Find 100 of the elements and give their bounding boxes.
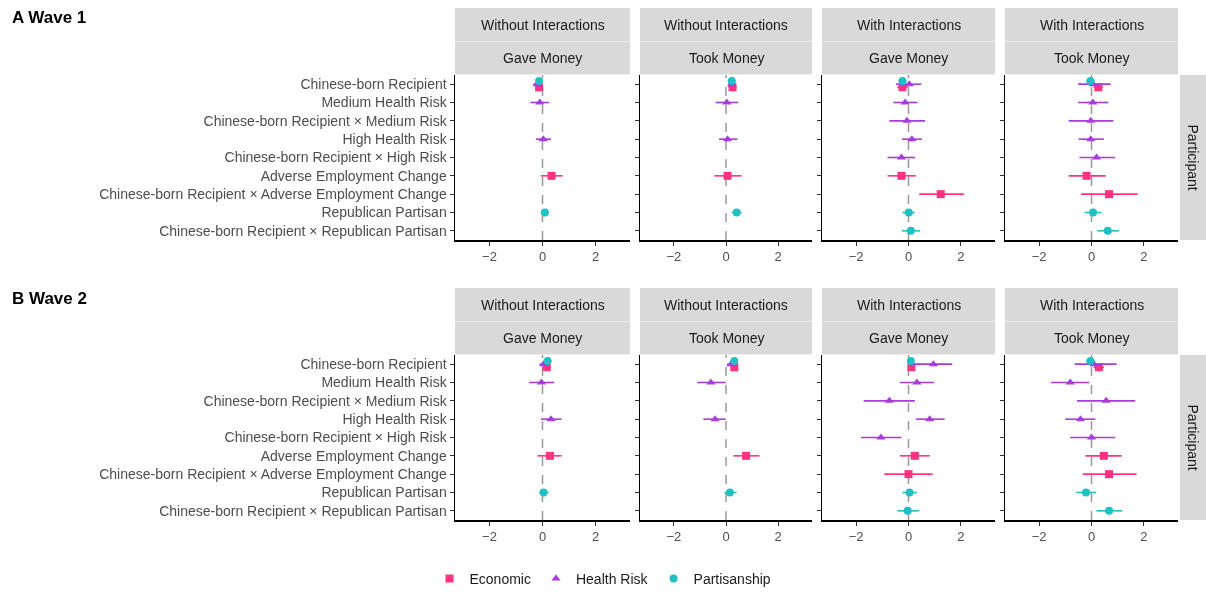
y-tick-label: Republican Partisan [321,204,447,221]
chart-subtitle: Gave Money [503,330,583,346]
x-tick-label: −2 [482,529,497,545]
point [722,98,732,105]
x-tick-label: −2 [848,529,864,545]
point [884,396,894,403]
x-tick-label: 2 [774,529,782,545]
point [730,357,739,366]
point [1086,116,1096,123]
point [1101,396,1111,403]
x-tick-label: −2 [482,249,497,265]
text: A Wave 1 [12,8,87,27]
point [723,171,732,180]
y-tick-label: Chinese-born Recipient × High Risk [224,149,448,166]
point [545,451,554,460]
point [1088,98,1098,105]
chart-title: With Interactions [857,297,962,313]
legend-label: Health Risk [575,571,649,588]
chart-subtitle: Took Money [1054,50,1130,66]
point [538,135,548,142]
y-tick-label: Adverse Employment Change [260,447,447,464]
point [876,433,886,440]
x-tick-label: 2 [1140,529,1148,545]
chart-subtitle: Took Money [689,330,765,346]
point [902,116,912,123]
y-tick-label: Chinese-born Recipient [300,76,447,93]
y-tick-label: Chinese-born Recipient × Adverse Employment Change [99,186,447,203]
point [904,470,913,479]
y-tick-label: Republican Partisan [321,484,447,501]
point [900,98,910,105]
x-tick-label: 2 [1140,249,1148,265]
chart-subtitle: Took Money [1054,330,1130,346]
point [706,378,716,385]
y-tick-label: Chinese-born Recipient × Republican Partisan [159,222,447,239]
y-tick-label: Chinese-born Recipient × Medium Risk [203,392,448,409]
text: B Wave 2 [12,289,87,308]
y2-axis-title: Participant [1184,124,1201,191]
chart-title: With Interactions [857,17,962,33]
y-tick-label: Medium Health Risk [321,94,448,111]
point [1086,135,1096,142]
chart-title: Without Interactions [664,297,788,313]
x-tick-label: −2 [666,529,682,545]
x-tick-label: 2 [957,249,965,265]
y-tick-label: Chinese-born Recipient × High Risk [224,429,448,446]
point [1086,357,1095,366]
point [910,451,919,460]
point [912,378,922,385]
point [543,357,552,366]
chart-subtitle: Took Money [689,50,765,66]
point [710,415,720,422]
point [906,226,915,235]
point [898,77,907,86]
x-tick-label: −2 [848,249,864,265]
point [1105,470,1114,479]
chart-subtitle: Gave Money [869,330,949,346]
x-tick-label: 2 [957,529,965,545]
y-tick-label: Adverse Employment Change [260,167,447,184]
legend-label: Partisanship [693,571,771,588]
chart-title: Without Interactions [481,17,605,33]
y2-axis-title: Participant [1184,404,1201,471]
x-tick-label: 0 [538,249,547,265]
x-tick-label: −2 [1031,529,1047,545]
point [1065,378,1075,385]
y-tick-label: High Health Risk [342,131,448,148]
x-tick-label: 2 [591,249,600,265]
x-tick-label: 0 [904,249,913,265]
point [547,171,556,180]
point [903,506,912,515]
point [546,415,556,422]
y-tick-label: Medium Health Risk [321,374,448,391]
point [535,98,545,105]
chart-subtitle: Gave Money [869,50,949,66]
y-tick-label: Chinese-born Recipient × Medium Risk [203,112,448,129]
chart-title: Without Interactions [481,297,605,313]
chart-title: With Interactions [1040,297,1145,313]
legend-label: Economic [469,571,531,588]
point [1082,171,1091,180]
point [1105,190,1114,199]
x-tick-label: 0 [904,529,913,545]
chart-title: With Interactions [1040,17,1145,33]
x-tick-label: 0 [538,529,547,545]
y-tick-label: Chinese-born Recipient × Adverse Employment Change [99,466,447,483]
y-tick-label: High Health Risk [342,411,448,428]
point [1105,506,1114,515]
point [905,488,914,497]
x-tick-label: 2 [591,529,600,545]
point [1089,208,1098,217]
y-tick-label: Chinese-born Recipient × Republican Partisan [159,502,447,519]
chart-title: Without Interactions [664,17,788,33]
point [1082,488,1090,497]
x-tick-label: 0 [1087,249,1096,265]
point [897,171,906,180]
point [742,451,751,460]
y-tick-label: Chinese-born Recipient [300,356,447,373]
point [1099,451,1108,460]
x-tick-label: −2 [1031,249,1047,265]
x-tick-label: 0 [722,529,730,545]
x-tick-label: 2 [774,249,782,265]
x-tick-label: −2 [666,249,682,265]
point [925,415,935,422]
